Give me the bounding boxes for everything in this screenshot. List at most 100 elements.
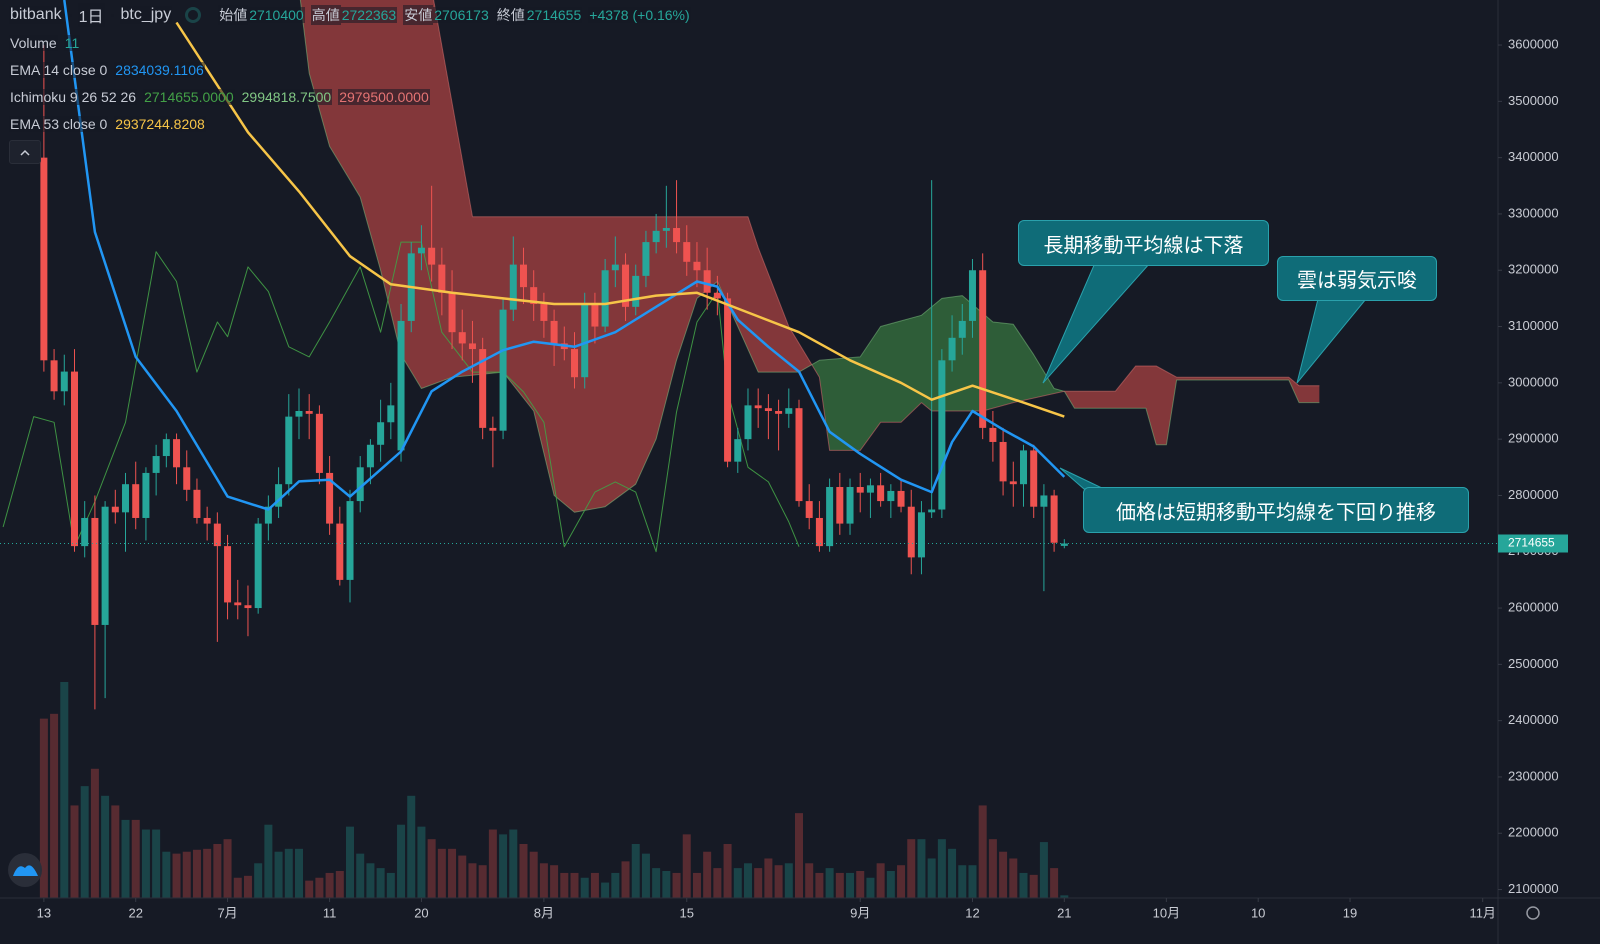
settings-gear[interactable]: [1526, 906, 1540, 920]
candle-body: [264, 506, 272, 524]
volume-bar: [927, 858, 936, 898]
price-label: 2714655: [1508, 536, 1555, 550]
candle-body: [948, 337, 956, 361]
volume-bar: [284, 848, 293, 898]
candle-body: [805, 501, 813, 518]
volume-bar: [948, 848, 957, 898]
high-label: 高値: [310, 5, 341, 25]
candle-body: [703, 270, 711, 293]
volume-bar: [427, 839, 436, 898]
y-tick-label: 2300000: [1508, 768, 1559, 783]
candle-body: [213, 523, 221, 547]
candle-body: [285, 416, 293, 485]
candle-body: [846, 487, 854, 524]
span-b-line: [433, 0, 1320, 451]
candle-body: [254, 523, 262, 609]
symbol-row: bitbank 1日 btc_jpy 始値 2710400 高値 2722363 安…: [9, 3, 691, 27]
volume-bar: [958, 865, 967, 898]
y-tick-label: 3100000: [1508, 318, 1559, 333]
annotation-pointer: [1042, 262, 1152, 384]
candle-body: [917, 512, 925, 558]
volume-bar: [988, 839, 997, 898]
volume-bar: [601, 882, 610, 898]
candle-body: [754, 405, 762, 409]
candle-body: [193, 489, 201, 518]
candle-body: [387, 405, 395, 423]
volume-bar: [264, 824, 273, 898]
settings-icon[interactable]: [1526, 906, 1540, 920]
volume-bar: [784, 863, 793, 898]
y-tick-label: 2600000: [1508, 599, 1559, 614]
candle-body: [377, 422, 385, 445]
candle-body: [938, 360, 946, 510]
volume-bar: [335, 871, 344, 898]
annotation-pointer: [1296, 298, 1368, 384]
chevron-icon[interactable]: [10, 141, 40, 163]
annotation: 雲は弱気示唆: [1277, 256, 1437, 301]
candle-body: [856, 487, 864, 493]
volume-bar: [550, 865, 559, 898]
candle-body: [591, 304, 599, 327]
volume-bar: [101, 795, 110, 898]
cloud-layer: [298, 0, 1320, 513]
volume-bar: [397, 824, 406, 898]
volume-bar: [743, 863, 752, 898]
candle-body: [458, 332, 466, 344]
ema53-label: EMA 53 close 0: [9, 116, 109, 132]
candle-body: [775, 410, 783, 414]
volume-bar: [458, 855, 467, 898]
candle-body: [417, 247, 425, 254]
cloud-fill: [298, 0, 1320, 513]
x-tick-label: 20: [414, 905, 428, 920]
candle-body: [448, 292, 456, 333]
candle-body: [336, 523, 344, 580]
x-tick-label: 15: [680, 905, 694, 920]
x-tick-label: 21: [1057, 905, 1071, 920]
volume-legend: Volume 11: [9, 31, 81, 55]
low-value: 2706173: [433, 7, 490, 23]
volume-bar: [152, 829, 161, 898]
volume-bar: [192, 849, 201, 898]
volume-bar: [325, 872, 334, 898]
close-label: 終値: [495, 5, 526, 25]
candle-body: [540, 304, 548, 321]
pair[interactable]: btc_jpy: [119, 6, 173, 24]
candle-body: [928, 509, 936, 513]
volume-bar: [305, 880, 314, 898]
volume-bar: [795, 813, 804, 898]
volume-bar: [621, 861, 630, 898]
collapse-legend-button[interactable]: [9, 140, 41, 164]
candle-body: [693, 261, 701, 271]
x-tick-label: 9月: [850, 905, 870, 920]
volume-bar: [407, 795, 416, 898]
volume-bar: [825, 868, 834, 898]
y-tick-label: 2400000: [1508, 712, 1559, 727]
ichimoku-value: 2714655.0000: [143, 89, 235, 105]
candle-body: [173, 439, 181, 468]
volume-bar: [509, 829, 518, 898]
volume-bar: [570, 872, 579, 898]
interval[interactable]: 1日: [77, 3, 105, 27]
volume-bar: [223, 839, 232, 898]
volume-bar: [733, 868, 742, 898]
candle-body: [1040, 495, 1048, 507]
volume-bar: [141, 829, 150, 898]
candle-body: [683, 242, 691, 262]
exchange: bitbank: [9, 6, 63, 24]
x-tick-label: 10: [1251, 905, 1265, 920]
chevron[interactable]: [20, 149, 30, 156]
x-tick-label: 11月: [1469, 905, 1496, 920]
volume-bar: [754, 868, 763, 898]
volume-bar: [886, 871, 895, 898]
y-tick-label: 3200000: [1508, 262, 1559, 277]
volume-bar: [560, 872, 569, 898]
span-a-line: [299, 0, 1320, 513]
volume-bar: [366, 863, 375, 898]
ema53-value: 2937244.8208: [114, 116, 206, 132]
candle-body: [877, 485, 885, 502]
candle-body: [70, 371, 78, 547]
volume-bar: [1050, 868, 1059, 898]
volume-bar: [478, 865, 487, 898]
candle-body: [601, 270, 609, 327]
